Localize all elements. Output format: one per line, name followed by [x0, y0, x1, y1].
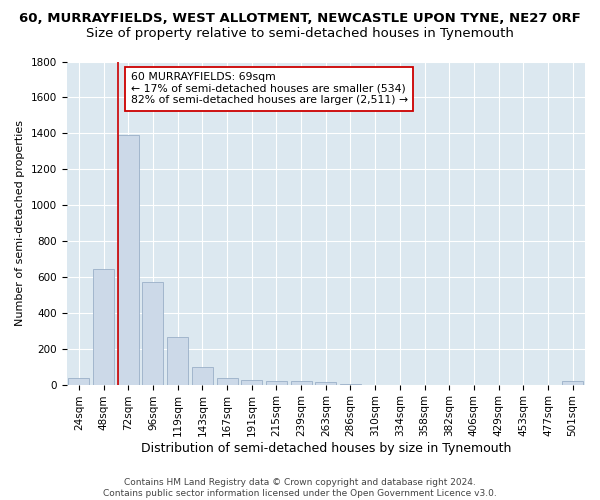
Text: 60 MURRAYFIELDS: 69sqm
← 17% of semi-detached houses are smaller (534)
82% of se: 60 MURRAYFIELDS: 69sqm ← 17% of semi-det…	[131, 72, 408, 106]
Bar	[142, 282, 163, 384]
Bar	[217, 378, 238, 384]
Text: Contains HM Land Registry data © Crown copyright and database right 2024.
Contai: Contains HM Land Registry data © Crown c…	[103, 478, 497, 498]
Bar	[290, 382, 311, 384]
Text: 60, MURRAYFIELDS, WEST ALLOTMENT, NEWCASTLE UPON TYNE, NE27 0RF: 60, MURRAYFIELDS, WEST ALLOTMENT, NEWCAS…	[19, 12, 581, 26]
Bar	[118, 135, 139, 384]
Bar	[192, 366, 213, 384]
Bar	[266, 380, 287, 384]
Bar	[68, 378, 89, 384]
Text: Size of property relative to semi-detached houses in Tynemouth: Size of property relative to semi-detach…	[86, 28, 514, 40]
Bar	[562, 382, 583, 384]
Bar	[241, 380, 262, 384]
Bar	[167, 337, 188, 384]
Y-axis label: Number of semi-detached properties: Number of semi-detached properties	[15, 120, 25, 326]
Bar	[93, 269, 114, 384]
X-axis label: Distribution of semi-detached houses by size in Tynemouth: Distribution of semi-detached houses by …	[140, 442, 511, 455]
Bar	[315, 382, 336, 384]
